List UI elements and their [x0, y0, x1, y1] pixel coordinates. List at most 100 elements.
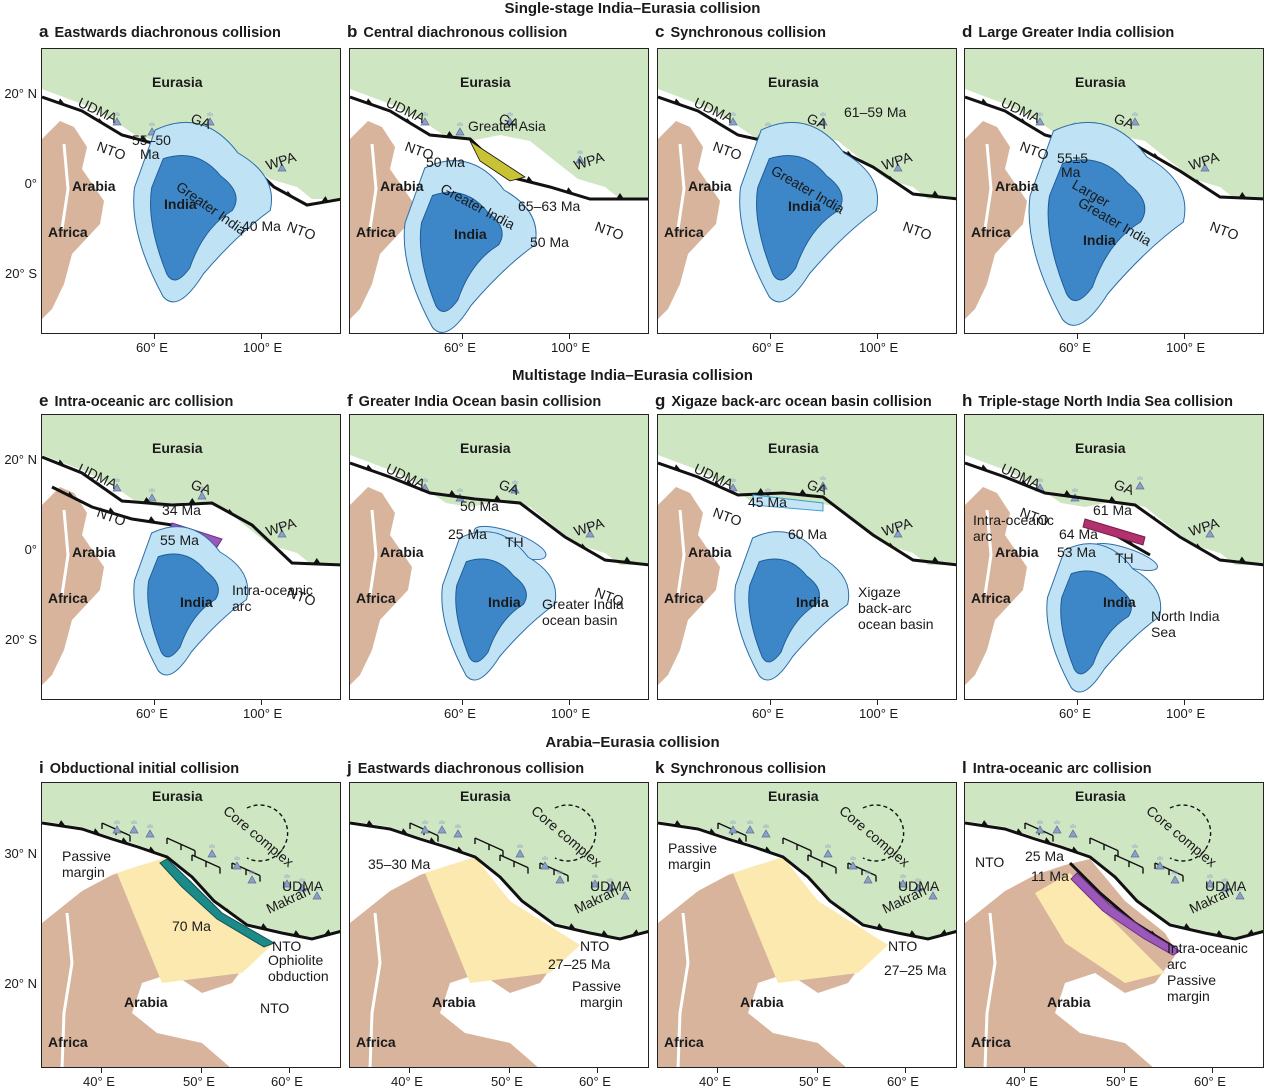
panel-letter: k: [655, 758, 665, 777]
arabia-label: Arabia: [740, 994, 784, 1010]
volcano-icon: [1170, 870, 1180, 884]
x-tick-mark: [101, 1068, 102, 1073]
volcano-icon: [232, 856, 242, 870]
x-tick-mark: [1077, 700, 1078, 705]
subduction-tooth: [198, 884, 206, 892]
volcano-icon: [1235, 886, 1245, 900]
eurasia-label: Eurasia: [152, 74, 203, 90]
subduction-tooth: [1063, 490, 1072, 497]
x-tick-mark: [770, 334, 771, 339]
subduction-tooth: [526, 176, 534, 183]
x-tick-label: 60° E: [579, 1074, 611, 1089]
normal-fault: [191, 854, 221, 874]
subduction-tooth: [148, 846, 157, 854]
arabia-africa-landmass: [965, 487, 1027, 685]
passive-margin-region: [425, 857, 580, 983]
x-tick-label: 100° E: [243, 706, 283, 721]
udma-label: UDMA: [1205, 878, 1247, 894]
volcano-icon: [818, 476, 828, 490]
subduction-tooth: [764, 846, 773, 854]
normal-fault: [1089, 837, 1119, 857]
volcano-icon: [437, 820, 447, 834]
panel-title-text: Large Greater India collision: [978, 25, 1175, 41]
x-tick-label: 60° E: [752, 706, 784, 721]
subduction-tooth: [366, 98, 374, 106]
panel-title-text: Eastwards diachronous collision: [357, 761, 585, 777]
subduction-tooth: [446, 131, 454, 138]
arabia-africa-landmass: [42, 121, 104, 319]
subduction-tooth: [323, 929, 331, 937]
volcano-icon: [1130, 844, 1140, 858]
eurasia-label: Eurasia: [460, 440, 511, 456]
section-title-arabia: Arabia–Eurasia collision: [545, 734, 720, 751]
volcano-icon: [585, 524, 595, 538]
passive-margin-region: [733, 857, 888, 983]
volcano-icon: [505, 112, 515, 126]
subduction-tooth: [313, 558, 321, 565]
arabia-africa-landmass: [42, 487, 104, 685]
map-panel-i: Eurasia Arabia Africa Core complex UDMA Makra…: [41, 782, 341, 1068]
subduction-tooth: [889, 175, 897, 183]
passive-margin-label: Passive: [1167, 972, 1217, 988]
normal-fault: [782, 837, 812, 857]
volcano-icon: [205, 112, 215, 126]
subduction-tooth: [1071, 846, 1080, 854]
passive-margin-region: [1035, 873, 1165, 983]
x-tick-label: 100° E: [551, 340, 591, 355]
red-sea: [368, 912, 382, 1067]
subduction-tooth: [842, 908, 850, 916]
subduction-tooth: [939, 929, 947, 937]
arabia-africa-landmass: [350, 121, 412, 319]
subduction-tooth: [68, 491, 76, 499]
age-label: 61–59 Ma: [844, 104, 907, 120]
normal-fault: [847, 862, 877, 882]
subduction-tooth: [1149, 908, 1157, 916]
panel-letter: a: [39, 22, 49, 41]
normal-fault: [807, 854, 837, 874]
india-craton: [748, 558, 820, 663]
subduction-tooth: [148, 516, 156, 523]
panel-letter: b: [347, 22, 358, 41]
age-unit-label: Ma: [1061, 164, 1081, 180]
subduction-tooth: [1216, 930, 1224, 937]
subduction-tooth: [1151, 930, 1159, 938]
subduction-tooth: [1098, 862, 1106, 870]
age-label: 50 Ma: [460, 498, 499, 514]
x-tick-mark: [905, 1068, 906, 1073]
arabia-label: Arabia: [688, 544, 732, 560]
nto-label: NTO: [888, 938, 918, 954]
arabia-label: Arabia: [72, 544, 116, 560]
subduction-tooth: [568, 923, 577, 930]
arabia-africa-landmass: [965, 859, 1177, 1067]
africa-label: Africa: [664, 590, 704, 606]
india-label: India: [164, 196, 197, 212]
india-label: India: [796, 594, 829, 610]
arabia-africa-landmass: [350, 487, 412, 685]
volcano-icon: [540, 856, 550, 870]
subduction-tooth: [1016, 828, 1024, 836]
volcano-icon: [745, 820, 755, 834]
volcano-icon: [277, 524, 287, 538]
arabia-label: Arabia: [995, 178, 1039, 194]
subduction-tooth: [909, 930, 917, 937]
volcano-icon: [145, 824, 155, 838]
volcano-icon: [1035, 112, 1045, 126]
arabia-label: Arabia: [380, 178, 424, 194]
subduction-tooth: [406, 479, 414, 487]
x-tick-label: 100° E: [859, 706, 899, 721]
x-tick-label: 60° E: [887, 1074, 919, 1089]
eurasia-label: Eurasia: [1075, 74, 1126, 90]
intra-oceanic-arc: [1070, 872, 1181, 956]
eurasia-label: Eurasia: [768, 440, 819, 456]
sea-label-2: Sea: [1151, 624, 1176, 640]
subduction-tooth: [709, 828, 717, 836]
normal-fault: [166, 837, 196, 857]
volcano-icon: [1155, 856, 1165, 870]
udma-label: UDMA: [282, 878, 324, 894]
red-sea: [60, 509, 70, 596]
subduction-tooth: [401, 828, 409, 836]
th-label: TH: [1115, 550, 1134, 566]
y-tick-label: 20° N: [4, 976, 37, 991]
subduction-tooth: [674, 464, 682, 472]
volcano-icon: [761, 824, 771, 838]
